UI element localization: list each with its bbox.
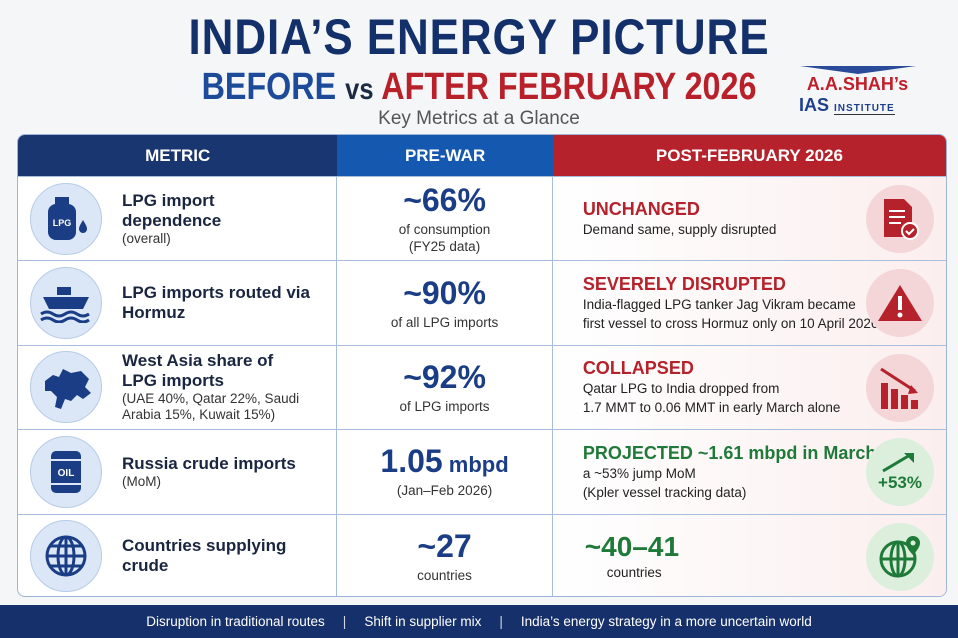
warning-icon [866, 269, 934, 338]
document-check-icon [866, 185, 934, 253]
post-cell: COLLAPSED Qatar LPG to India dropped fro… [552, 345, 946, 430]
pre-war-value: ~90% [403, 274, 486, 311]
footer-item: India’s energy strategy in a more uncert… [520, 614, 812, 629]
pre-war-cell: ~27 countries [337, 514, 553, 596]
pre-war-note: of all LPG imports [390, 314, 499, 330]
pre-war-note: of LPG imports [399, 398, 490, 414]
post-cell: ~40–41 countries [552, 514, 946, 596]
post-status: UNCHANGED [582, 199, 700, 220]
header-pre-war: PRE-WAR [337, 135, 553, 176]
pre-war-note: of consumption [398, 221, 491, 237]
pre-war-cell: ~90% of all LPG imports [337, 261, 553, 345]
ship-icon [30, 267, 102, 340]
jump-percent: +53% [878, 473, 922, 493]
logo-name: A.A.SHAH’s [806, 74, 909, 94]
post-cell: PROJECTED ~1.61 mbpd in March a ~53% jum… [552, 430, 946, 514]
post-description-2: 1.7 MMT to 0.06 MMT in early March alone [582, 400, 841, 416]
west-asia-map-icon [30, 351, 102, 424]
metric-title: LPG import dependence [122, 190, 222, 230]
post-cell: SEVERELY DISRUPTED India-flagged LPG tan… [552, 261, 946, 345]
rising-arrow-icon: +53% [866, 438, 934, 507]
metric-cell: Countries supplying crude [18, 514, 338, 596]
pre-war-note: (Jan–Feb 2026) [396, 483, 493, 499]
post-cell: UNCHANGED Demand same, supply disrupted [552, 177, 946, 261]
metric-cell: LPG imports routed via Hormuz [18, 261, 338, 345]
globe-icon [30, 520, 102, 593]
footer-item: Disruption in traditional routes [146, 614, 325, 629]
metrics-table: METRIC PRE-WAR POST-FEBRUARY 2026 LPG LP… [17, 134, 947, 597]
post-description-2: (Kpler vessel tracking data) [582, 484, 747, 500]
metric-cell: West Asia share of LPG imports (UAE 40%,… [18, 345, 338, 430]
before-label: BEFORE [201, 66, 337, 108]
metric-title: West Asia share of LPG imports [122, 351, 274, 391]
post-status: SEVERELY DISRUPTED [582, 274, 786, 295]
table-row: OIL Russia crude imports (MoM) 1.05 mbpd… [18, 429, 946, 514]
pre-war-cell: ~66% of consumption (FY25 data) [337, 177, 553, 261]
post-status: COLLAPSED [582, 358, 694, 379]
metric-subtitle: (overall) [122, 230, 171, 246]
metric-title: Russia crude imports [122, 453, 296, 473]
table-row: LPG imports routed via Hormuz ~90% of al… [18, 260, 946, 345]
post-status: ~40–41 [584, 530, 680, 562]
table-row: Countries supplying crude ~27 countries … [18, 513, 946, 596]
post-description: countries [606, 564, 662, 580]
table-header: METRIC PRE-WAR POST-FEBRUARY 2026 [18, 135, 946, 176]
metric-subtitle: (UAE 40%, Qatar 22%, Saudi Arabia 15%, K… [122, 391, 300, 423]
pre-war-unit: mbpd [442, 452, 509, 478]
metric-subtitle: (MoM) [122, 473, 161, 489]
pre-war-cell: 1.05 mbpd (Jan–Feb 2026) [337, 430, 553, 514]
pre-war-value: ~66% [403, 181, 486, 218]
header-metric: METRIC [18, 135, 338, 176]
pre-war-note: countries [417, 567, 472, 583]
subtitle-comparison: BEFORE vs AFTER FEBRUARY 2026 [72, 66, 886, 109]
lpg-cylinder-icon: LPG [30, 182, 102, 255]
logo-ias: IAS [799, 95, 830, 115]
main-title: INDIA’S ENERGY PICTURE [188, 9, 770, 65]
post-description: Qatar LPG to India dropped from [582, 381, 780, 397]
globe-pin-icon [865, 522, 934, 591]
oil-barrel-icon: OIL [30, 435, 102, 508]
post-description: a ~53% jump MoM [582, 465, 696, 481]
pre-war-value: ~27 [417, 527, 472, 564]
metric-title: LPG imports routed via Hormuz [122, 283, 310, 323]
pre-war-cell: ~92% of LPG imports [337, 345, 553, 430]
footer-item: Shift in supplier mix [364, 614, 482, 629]
tagline: Key Metrics at a Glance [378, 108, 580, 129]
vs-label: vs [345, 73, 374, 106]
declining-chart-icon [866, 353, 934, 422]
header-post: POST-FEBRUARY 2026 [552, 135, 946, 176]
table-row: West Asia share of LPG imports (UAE 40%,… [18, 344, 946, 430]
table-row: LPG LPG import dependence (overall) ~66%… [18, 176, 946, 261]
post-description: Demand same, supply disrupted [582, 222, 777, 238]
post-status: PROJECTED ~1.61 mbpd in March [582, 442, 877, 463]
pre-war-note-2: (FY25 data) [408, 238, 481, 254]
metric-cell: OIL Russia crude imports (MoM) [18, 430, 338, 514]
svg-text:LPG: LPG [53, 218, 72, 228]
pre-war-value: ~92% [403, 358, 486, 395]
footer-bar: Disruption in traditional routes | Shift … [0, 605, 958, 638]
logo-institute: INSTITUTE [834, 103, 895, 115]
logo-chevron-icon [799, 66, 916, 74]
post-description-2: first vessel to cross Hormuz only on 10 … [582, 316, 879, 332]
after-label: AFTER FEBRUARY 2026 [381, 66, 757, 108]
metric-title: Countries supplying crude [122, 536, 287, 576]
pre-war-value: 1.05 [380, 443, 443, 480]
svg-text:OIL: OIL [58, 468, 75, 479]
metric-cell: LPG LPG import dependence (overall) [18, 177, 338, 261]
post-description: India-flagged LPG tanker Jag Vikram beca… [582, 297, 856, 313]
logo: A.A.SHAH’s IAS INSTITUTE [795, 66, 920, 116]
